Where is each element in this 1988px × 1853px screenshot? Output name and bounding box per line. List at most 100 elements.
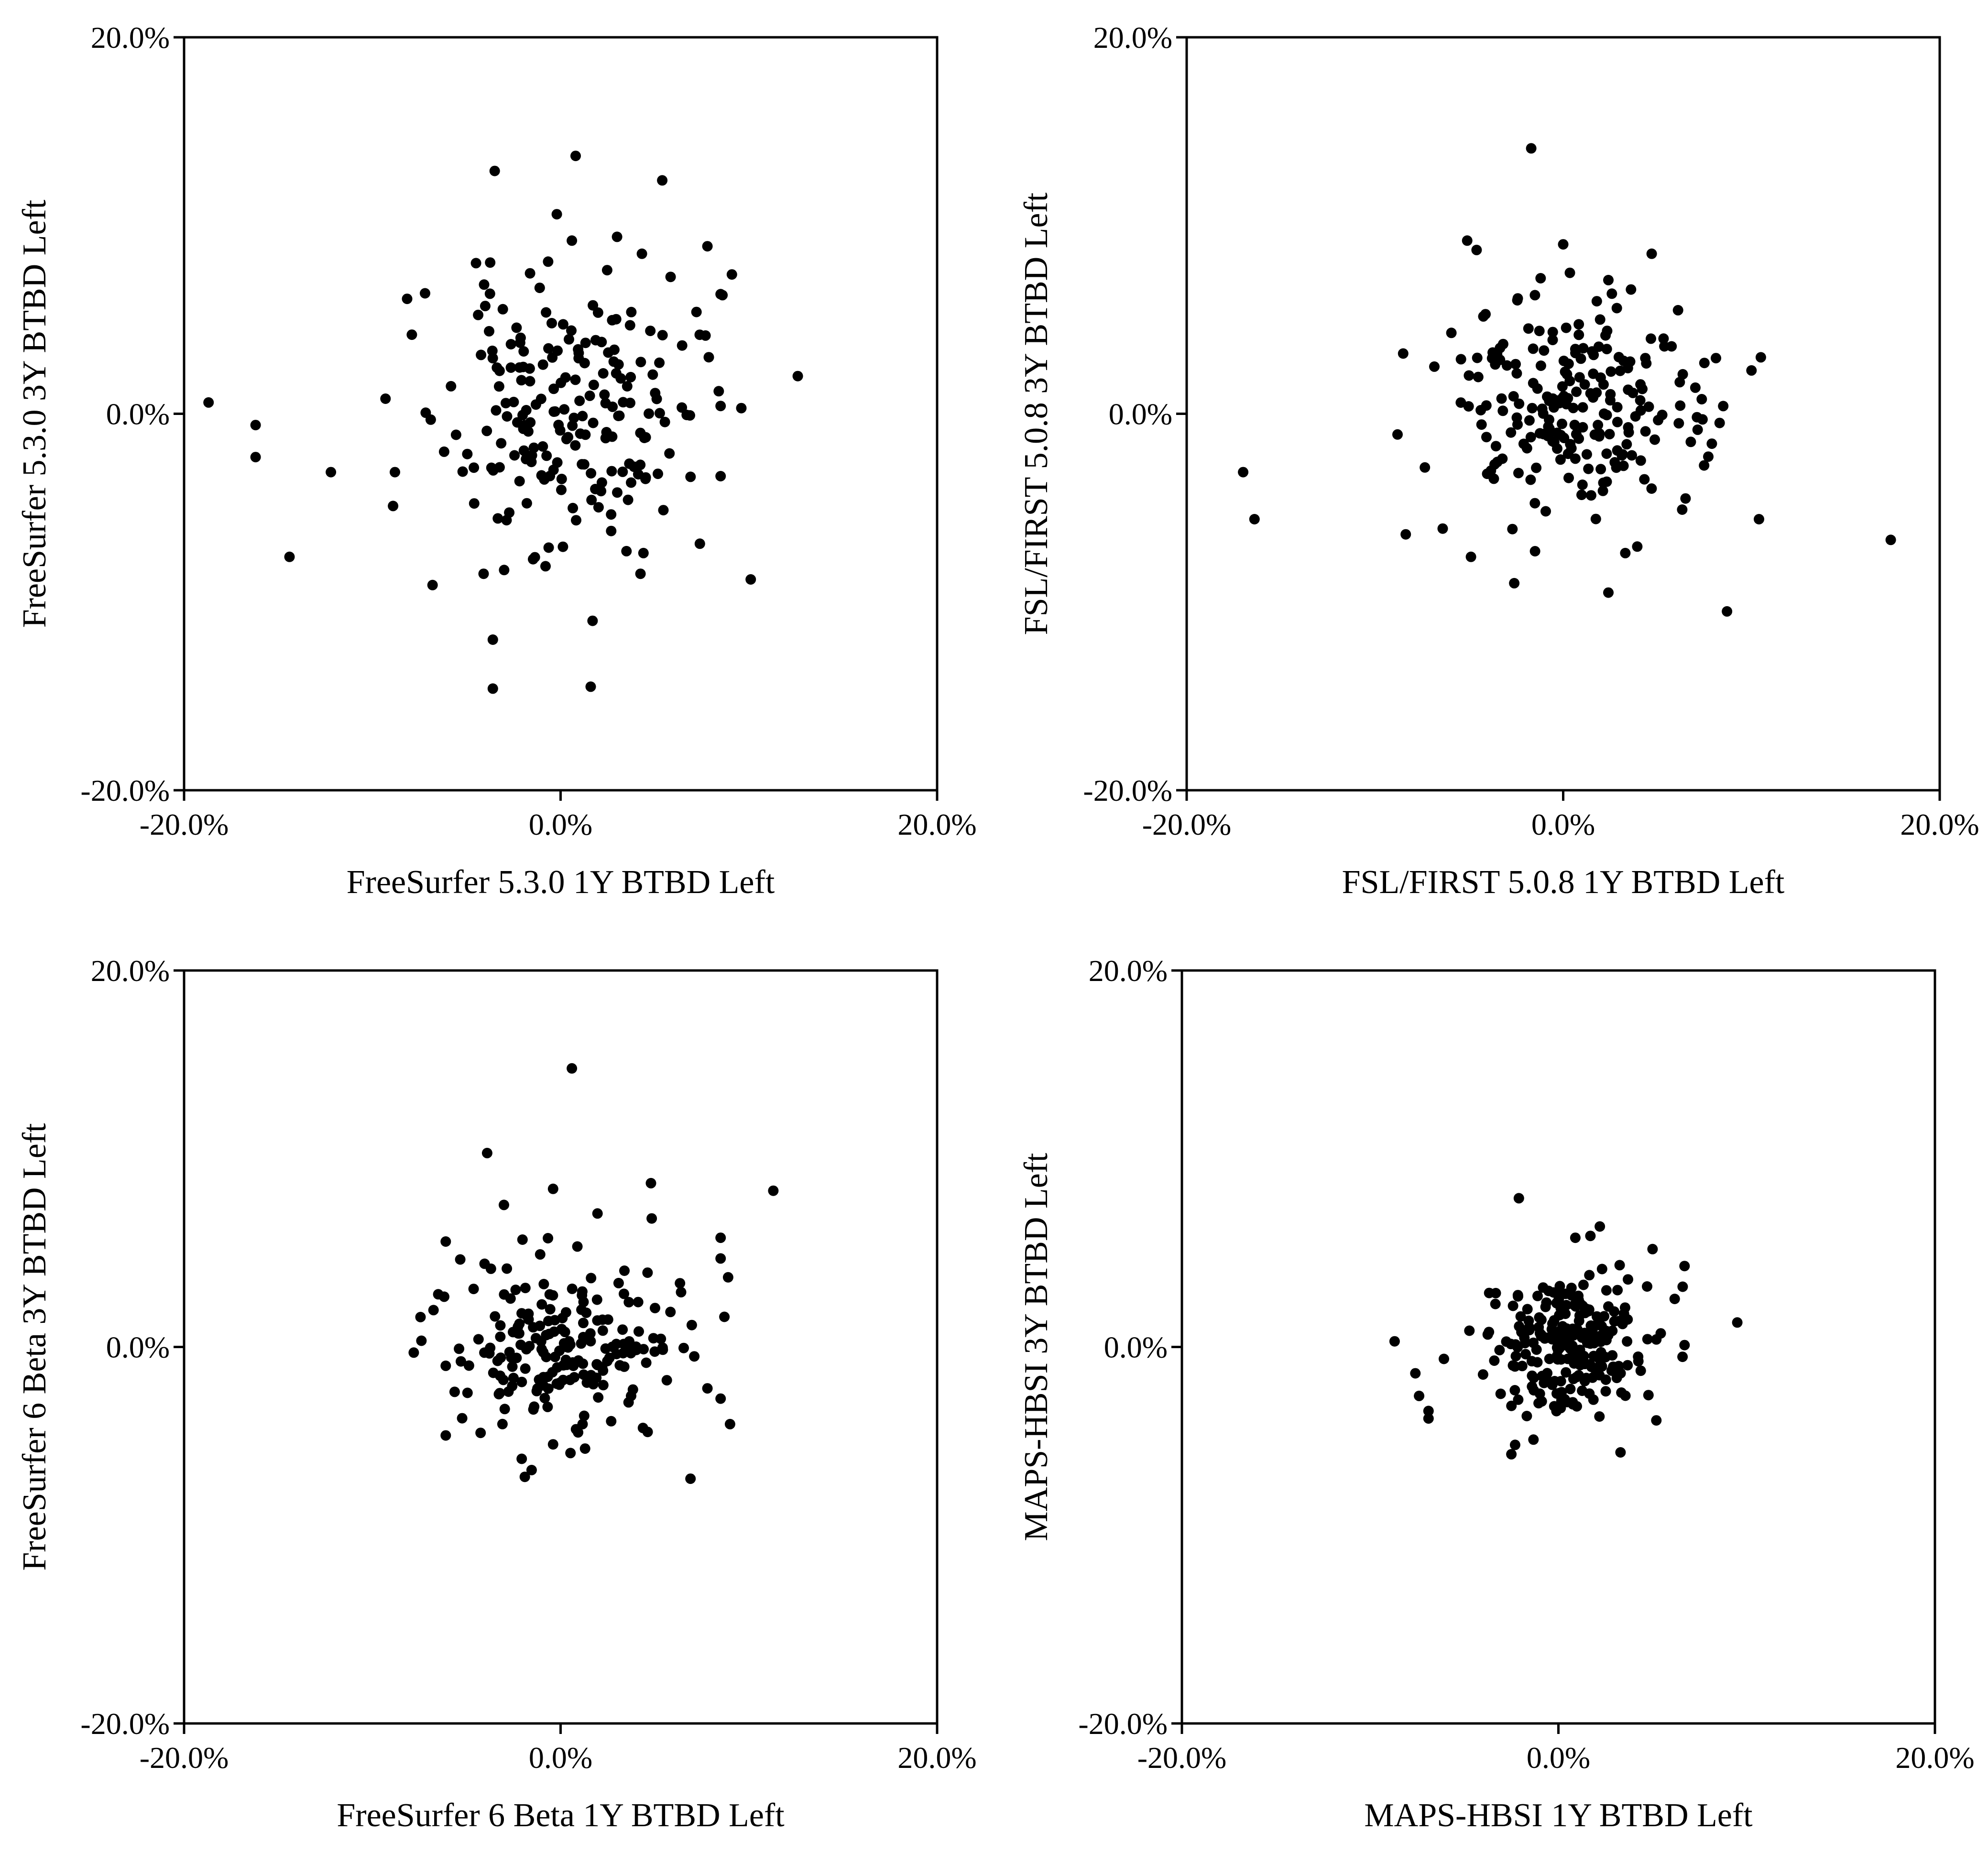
data-point (726, 269, 737, 280)
data-point (515, 1340, 526, 1350)
data-point (564, 334, 574, 345)
data-point (579, 1443, 590, 1454)
data-point (388, 501, 399, 512)
data-point (1598, 477, 1609, 488)
x-tick-label: 0.0% (529, 807, 592, 841)
data-point (1618, 460, 1629, 471)
data-point (543, 1316, 554, 1327)
data-point (715, 401, 726, 412)
data-point (658, 505, 669, 516)
data-point (507, 1381, 518, 1392)
data-point (612, 487, 623, 498)
data-point (722, 1272, 733, 1283)
data-point (454, 1343, 465, 1354)
data-point (546, 318, 557, 328)
data-point (1603, 587, 1614, 598)
data-point (1563, 472, 1574, 483)
data-point (1571, 386, 1582, 397)
data-point (1639, 474, 1650, 485)
data-point (1612, 1285, 1623, 1296)
data-point (655, 1333, 666, 1344)
data-point (416, 1335, 427, 1346)
data-point (1573, 329, 1584, 340)
data-point (1557, 381, 1568, 392)
data-point (468, 1284, 479, 1295)
data-point (1651, 1334, 1662, 1345)
data-point (590, 484, 601, 494)
data-point (1429, 361, 1440, 372)
data-point (1564, 376, 1575, 386)
data-point (1696, 394, 1707, 404)
data-point (1585, 388, 1596, 399)
data-point (647, 369, 658, 380)
data-point (1657, 409, 1668, 420)
data-point (1642, 1334, 1653, 1345)
data-point (1437, 523, 1448, 534)
data-point (501, 398, 511, 409)
data-point (1473, 371, 1484, 382)
data-point (510, 1285, 521, 1295)
data-point (1646, 333, 1656, 344)
data-point (514, 1319, 525, 1329)
data-point (1732, 1317, 1743, 1328)
data-point (494, 365, 505, 376)
data-point (736, 403, 747, 414)
data-point (1560, 366, 1571, 377)
data-point (523, 426, 534, 437)
data-point (665, 272, 676, 283)
data-point (702, 1383, 713, 1394)
data-point (650, 1303, 660, 1314)
data-point (1509, 1385, 1520, 1395)
data-point (457, 466, 468, 477)
data-point (1495, 354, 1506, 365)
data-point (715, 471, 726, 481)
data-point (497, 1418, 508, 1429)
data-point (1685, 436, 1696, 447)
data-point (1577, 480, 1588, 490)
data-point (1506, 427, 1517, 438)
data-point (606, 509, 617, 520)
data-point (624, 1336, 634, 1347)
data-point (463, 1360, 474, 1371)
data-point (638, 547, 649, 558)
data-point (1554, 1342, 1565, 1353)
data-point (1643, 1390, 1654, 1401)
data-point (521, 498, 532, 509)
data-point (1619, 1302, 1630, 1313)
data-point (569, 1372, 580, 1383)
data-point (1584, 1270, 1595, 1281)
data-point (574, 395, 585, 406)
data-point (495, 1331, 506, 1342)
data-point (1569, 419, 1580, 430)
data-point (588, 380, 599, 391)
data-point (768, 1185, 779, 1196)
data-point (1587, 1323, 1598, 1334)
data-point (597, 1314, 608, 1325)
data-point (676, 1286, 687, 1297)
data-point (606, 466, 617, 477)
data-point (1512, 293, 1523, 304)
data-point (601, 427, 612, 437)
data-point (524, 268, 535, 279)
data-point (1625, 356, 1636, 367)
data-point (1557, 418, 1567, 429)
data-point (659, 416, 670, 427)
data-point (1518, 438, 1529, 449)
data-point (678, 1342, 689, 1353)
data-point (646, 1213, 657, 1224)
data-point (619, 1288, 629, 1299)
data-point (1508, 391, 1519, 402)
data-point (1613, 352, 1624, 362)
data-point (511, 322, 522, 333)
data-point (1699, 460, 1710, 471)
data-point (1578, 343, 1589, 354)
data-point (573, 348, 584, 359)
data-point (586, 1273, 597, 1284)
data-point (1529, 546, 1540, 556)
data-point (514, 362, 525, 373)
data-point (1594, 1411, 1605, 1422)
data-point (624, 458, 635, 469)
data-point (250, 420, 261, 431)
data-point (548, 383, 559, 394)
